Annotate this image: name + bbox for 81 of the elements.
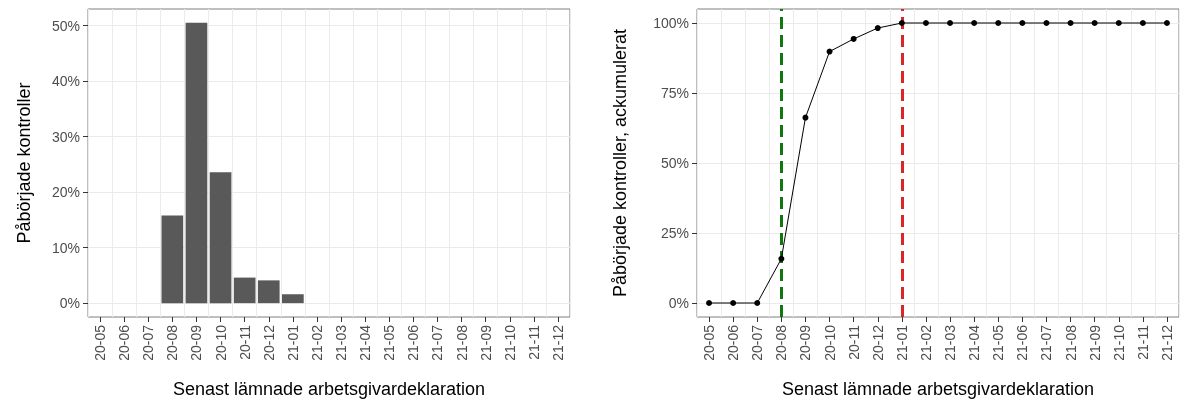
y-axis-title: Påbörjade kontroller: [14, 82, 34, 244]
x-tick-label: 21-09: [1086, 324, 1103, 361]
x-tick-label: 20-05: [701, 324, 718, 361]
x-tick-label: 21-04: [966, 324, 983, 361]
x-tick-label: 21-02: [308, 324, 325, 361]
y-tick-label: 10%: [51, 239, 80, 256]
y-tick-label: 50%: [51, 17, 80, 34]
y-tick-label: 0%: [59, 295, 80, 312]
y-axis-title: Påbörjade kontroller, ackumulerat: [610, 28, 630, 298]
x-tick-label: 20-09: [188, 324, 205, 361]
bar: [282, 294, 304, 304]
x-tick-label: 21-08: [453, 324, 470, 361]
point: [1067, 20, 1074, 26]
y-tick-label: 25%: [660, 225, 689, 241]
x-tick-label: 21-11: [1134, 324, 1151, 360]
x-tick-label: 20-11: [845, 324, 862, 360]
bar: [185, 22, 208, 304]
x-tick-label: 20-08: [164, 324, 181, 361]
x-tick-label: 20-06: [116, 324, 133, 361]
x-tick-label: 21-06: [1014, 324, 1031, 361]
x-tick-label: 20-12: [260, 324, 277, 361]
point: [1091, 20, 1098, 26]
x-tick-label: 21-11: [525, 324, 542, 360]
point: [995, 20, 1002, 26]
point: [874, 25, 881, 32]
point: [898, 20, 905, 26]
point: [826, 48, 833, 55]
y-tick-label: 100%: [653, 15, 689, 31]
point: [947, 20, 954, 26]
x-tick-label: 21-03: [942, 324, 959, 361]
x-tick-label: 20-10: [212, 324, 229, 361]
x-tick-label: 21-03: [333, 324, 350, 361]
x-tick-label: 21-05: [381, 324, 398, 361]
x-tick-label: 21-06: [405, 324, 422, 361]
point: [802, 114, 809, 121]
x-tick-label: 20-07: [140, 324, 157, 361]
point: [730, 300, 737, 306]
x-tick-label: 21-08: [1062, 324, 1079, 361]
x-tick-label: 21-05: [990, 324, 1007, 361]
x-tick-label: 20-08: [773, 324, 790, 361]
x-tick-label: 21-01: [284, 324, 301, 361]
bar: [257, 280, 280, 304]
y-tick-label: 50%: [660, 155, 689, 171]
x-tick-label: 21-01: [893, 324, 910, 361]
point: [971, 20, 978, 26]
x-tick-label: 20-05: [92, 324, 109, 361]
x-tick-label: 21-12: [549, 324, 566, 361]
x-tick-label: 21-04: [357, 324, 374, 361]
point: [778, 255, 785, 262]
y-tick-label: 75%: [660, 85, 689, 101]
point: [1043, 20, 1050, 26]
x-tick-label: 21-07: [429, 324, 446, 361]
y-tick-label: 30%: [51, 128, 80, 145]
point: [754, 300, 761, 306]
x-axis-title: Senast lämnade arbetsgivardeklaration: [172, 379, 486, 399]
x-tick-label: 20-10: [821, 324, 838, 361]
point: [1115, 20, 1122, 26]
x-tick-label: 21-09: [477, 324, 494, 361]
y-tick-label: 20%: [51, 184, 80, 201]
x-tick-label: 21-10: [1110, 324, 1127, 361]
point: [706, 300, 713, 306]
x-tick-label: 21-10: [501, 324, 518, 361]
x-tick-label: 20-12: [869, 324, 886, 361]
x-tick-label: 20-09: [797, 324, 814, 361]
bar: [233, 277, 256, 304]
point: [1019, 20, 1026, 26]
x-tick-label: 21-02: [917, 324, 934, 361]
x-tick-label: 21-07: [1038, 324, 1055, 361]
point: [1139, 20, 1146, 26]
point: [850, 35, 857, 42]
point: [1163, 20, 1170, 26]
x-tick-label: 20-07: [749, 324, 766, 361]
y-tick-label: 40%: [51, 73, 80, 90]
y-tick-label: 0%: [668, 295, 689, 311]
bar: [209, 172, 232, 304]
bar: [161, 215, 184, 304]
x-axis-title: Senast lämnade arbetsgivardeklaration: [781, 379, 1095, 399]
x-tick-label: 21-12: [1158, 324, 1175, 361]
point: [922, 20, 929, 26]
x-tick-label: 20-06: [725, 324, 742, 361]
x-tick-label: 20-11: [236, 324, 253, 360]
